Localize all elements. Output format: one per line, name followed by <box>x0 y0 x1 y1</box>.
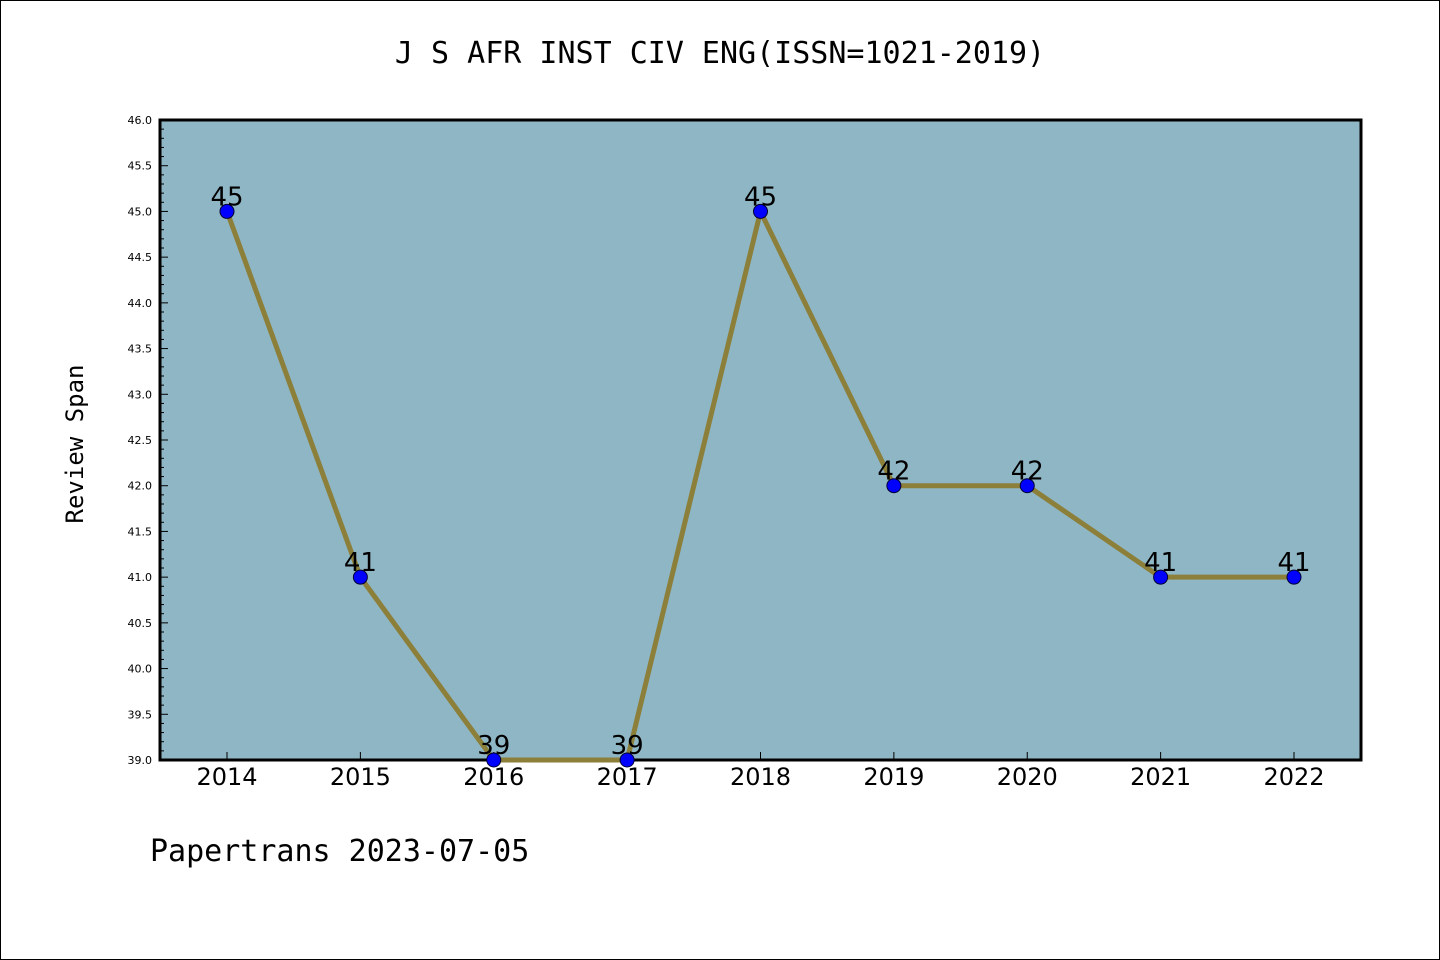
y-tick-label: 41.0 <box>128 571 153 584</box>
y-tick-label: 45.5 <box>128 160 153 173</box>
data-label: 39 <box>477 731 510 761</box>
x-tick-label: 2016 <box>463 763 524 791</box>
x-tick-label: 2014 <box>196 763 257 791</box>
data-point <box>1286 569 1302 585</box>
y-tick-label: 46.0 <box>128 114 153 127</box>
x-tick-label: 2015 <box>330 763 391 791</box>
data-point <box>886 478 902 494</box>
data-label: 41 <box>1144 548 1177 578</box>
data-point <box>352 569 368 585</box>
x-tick-label: 2020 <box>997 763 1058 791</box>
data-point <box>1019 478 1035 494</box>
y-tick-label: 40.5 <box>128 617 153 630</box>
y-tick-label: 44.5 <box>128 251 153 264</box>
y-tick-label: 42.0 <box>128 480 153 493</box>
data-label: 41 <box>1277 548 1310 578</box>
x-tick-label: 2022 <box>1263 763 1324 791</box>
plot-area <box>158 118 1363 762</box>
data-label: 45 <box>210 182 243 212</box>
y-tick-label: 45.0 <box>128 205 153 218</box>
data-point <box>1153 569 1169 585</box>
data-label: 39 <box>611 731 644 761</box>
data-label-group: 45 41 39 39 45 42 42 41 41 <box>210 182 1310 761</box>
x-tick-label: 2019 <box>863 763 924 791</box>
data-point <box>619 752 635 768</box>
x-tick-label: 2018 <box>730 763 791 791</box>
data-label: 41 <box>344 548 377 578</box>
data-label: 42 <box>877 457 910 487</box>
data-point <box>753 203 768 219</box>
footer-text: Papertrans 2023-07-05 <box>150 834 530 869</box>
x-tick-label: 2017 <box>597 763 658 791</box>
x-tick-label: 2021 <box>1130 763 1191 791</box>
y-tick-label: 42.5 <box>128 434 153 447</box>
y-tick-label: 41.5 <box>128 525 153 538</box>
y-tick-label: 40.0 <box>128 663 153 676</box>
x-axis: 2014 2015 2016 2017 2018 2019 2020 2021 2022 <box>196 752 1325 791</box>
y-tick-label: 39.5 <box>128 708 153 721</box>
y-tick-label: 43.5 <box>128 343 153 356</box>
chart-title: J S AFR INST CIV ENG(ISSN=1021-2019) <box>394 36 1046 71</box>
y-axis: 39.0 39.5 40.0 40.5 41.0 41.5 42.0 42.5 43.0 43.5… <box>128 114 168 767</box>
data-point <box>219 203 235 219</box>
data-point <box>486 752 502 768</box>
series-group <box>219 203 1302 768</box>
y-tick-label: 44.0 <box>128 297 153 310</box>
y-tick-label: 43.0 <box>128 388 153 401</box>
y-tick-label: 39.0 <box>128 754 153 767</box>
data-label: 45 <box>744 182 777 212</box>
data-label: 42 <box>1011 457 1044 487</box>
